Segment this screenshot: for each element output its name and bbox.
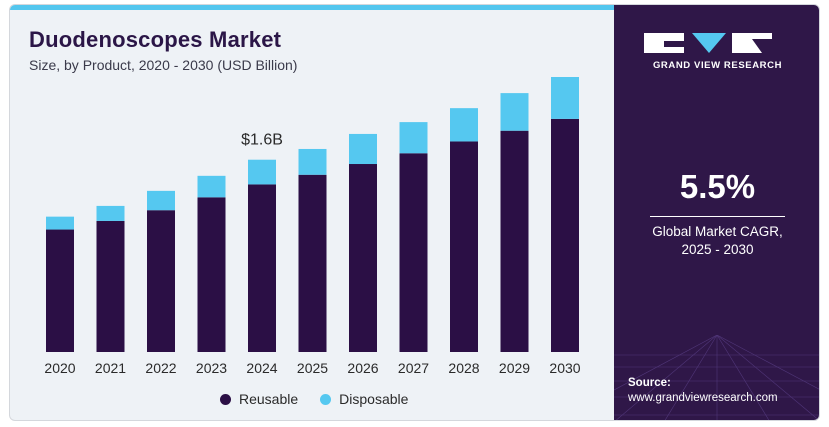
x-tick-label-2022: 2022 xyxy=(145,360,176,376)
source-url[interactable]: www.grandviewresearch.com xyxy=(628,392,778,404)
legend-swatch-disposable xyxy=(320,393,332,405)
bar-reusable-2024 xyxy=(248,184,276,352)
x-tick-label-2028: 2028 xyxy=(448,360,479,376)
legend-swatch-reusable xyxy=(220,393,231,405)
cagr-divider xyxy=(650,216,785,217)
bar-disposable-2022 xyxy=(147,190,175,211)
bar-reusable-2020 xyxy=(46,229,74,352)
bar-reusable-2030 xyxy=(551,118,579,352)
legend-label-reusable: Reusable xyxy=(239,391,299,407)
chart-card: Duodenoscopes Market Size, by Product, 2… xyxy=(9,4,820,421)
source-note: Source: www.grandviewresearch.com xyxy=(628,376,778,406)
bar-disposable-2025 xyxy=(298,148,327,175)
bar-disposable-2029 xyxy=(500,93,529,131)
x-tick-label-2029: 2029 xyxy=(499,360,530,376)
cagr-label-line1: Global Market CAGR, xyxy=(652,224,783,239)
grid-decoration xyxy=(614,335,819,420)
x-tick-label-2026: 2026 xyxy=(347,360,378,376)
accent-bar xyxy=(10,5,614,10)
chart-subtitle: Size, by Product, 2020 - 2030 (USD Billi… xyxy=(29,57,298,73)
x-tick-label-2027: 2027 xyxy=(398,360,429,376)
legend-item-disposable: Disposable xyxy=(320,391,408,407)
x-tick-label-2024: 2024 xyxy=(246,360,277,376)
source-label: Source: xyxy=(628,377,671,389)
legend-item-reusable: Reusable xyxy=(220,391,298,407)
bar-reusable-2026 xyxy=(349,164,377,352)
x-tick-label-2030: 2030 xyxy=(549,360,580,376)
bar-disposable-2030 xyxy=(551,77,579,119)
chart-title: Duodenoscopes Market xyxy=(29,27,282,52)
bar-reusable-2022 xyxy=(147,210,175,352)
bar-disposable-2024 xyxy=(248,159,276,185)
bar-disposable-2028 xyxy=(450,108,478,142)
bar-chart: 2020 2021 2022 2023 $1.6B 2024 2025 2026 2027 202… xyxy=(44,77,581,376)
bar-reusable-2025 xyxy=(298,174,327,352)
bar-reusable-2028 xyxy=(450,141,478,352)
bar-disposable-2026 xyxy=(349,133,377,165)
x-tick-label-2021: 2021 xyxy=(95,360,126,376)
bar-reusable-2023 xyxy=(197,197,226,352)
bar-reusable-2027 xyxy=(399,153,428,352)
bar-disposable-2020 xyxy=(46,216,74,230)
x-tick-label-2020: 2020 xyxy=(44,360,75,376)
legend-label-disposable: Disposable xyxy=(339,391,409,407)
grand-view-research-logo xyxy=(644,33,772,53)
chart-legend: Reusable Disposable xyxy=(220,391,430,407)
info-panel: GRAND VIEW RESEARCH 5.5% Global Market C… xyxy=(614,5,819,420)
bar-disposable-2023 xyxy=(197,175,226,198)
cagr-value: 5.5% xyxy=(679,168,756,205)
data-label-2024: $1.6B xyxy=(241,132,283,149)
bar-reusable-2021 xyxy=(96,220,125,352)
bar-disposable-2027 xyxy=(399,122,428,154)
bar-reusable-2029 xyxy=(500,130,529,352)
x-tick-label-2025: 2025 xyxy=(297,360,328,376)
cagr-label: Global Market CAGR, 2025 - 2030 xyxy=(614,223,819,259)
bar-disposable-2021 xyxy=(96,205,125,221)
brand-name: GRAND VIEW RESEARCH xyxy=(652,60,783,71)
x-tick-label-2023: 2023 xyxy=(196,360,227,376)
cagr-label-line2: 2025 - 2030 xyxy=(681,242,754,257)
